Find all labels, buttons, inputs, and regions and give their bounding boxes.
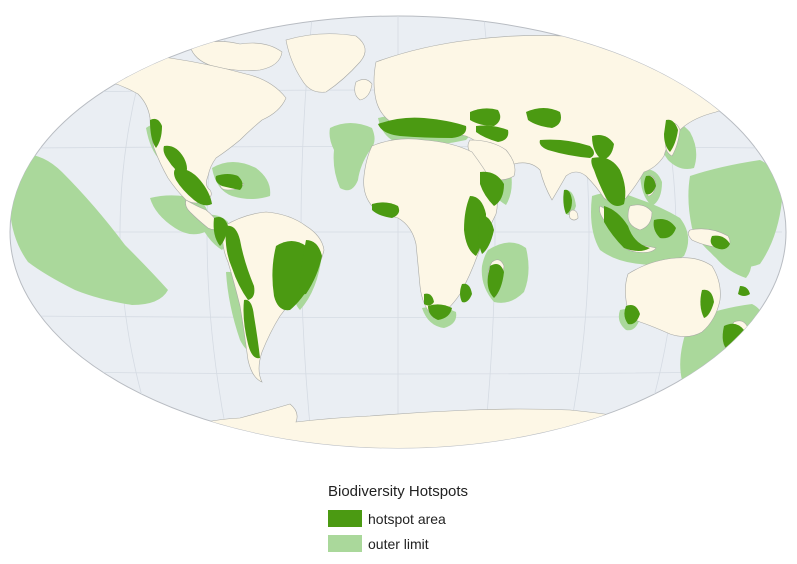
land-sri-lanka	[569, 209, 579, 221]
hotspot-japan	[664, 119, 678, 152]
hotspot-california	[150, 118, 162, 148]
legend-title: Biodiversity Hotspots	[328, 483, 469, 500]
land-north-america	[95, 55, 287, 204]
hotspot-east-melanesian-islands	[710, 235, 730, 250]
hotspot-maputaland	[460, 283, 472, 303]
hotspot-new-caledonia	[738, 286, 750, 296]
outer-limit-macaronesia	[329, 123, 375, 191]
legend: Biodiversity Hotspots hotspot area outer…	[328, 483, 468, 556]
hotspot-guinean-forests	[372, 202, 400, 218]
hotspot-philippines	[644, 175, 656, 195]
hotspot-mountains-sw-china	[592, 135, 614, 160]
legend-item-outer-limit: outer limit	[328, 531, 468, 556]
hotspot-madagascar	[487, 264, 504, 298]
hotspot-caucasus	[470, 108, 501, 126]
land-borneo	[627, 204, 653, 231]
hotspot-indo-burma	[591, 157, 626, 206]
hotspot-succulent-karoo	[424, 293, 434, 306]
hotspot-mediterranean	[378, 117, 467, 138]
hotspot-tumbes-choco	[213, 217, 228, 246]
legend-label-outer-limit: outer limit	[368, 535, 429, 552]
hotspot-mesoamerica	[174, 168, 212, 206]
land-british-isles	[354, 79, 373, 101]
hotspot-tropical-andes	[225, 225, 255, 300]
land-greenland	[285, 33, 366, 93]
hotspot-irano-anatolian	[476, 125, 509, 142]
hotspot-forests-east-australia	[700, 289, 714, 318]
hotspot-chilean-winter-rainfall	[243, 299, 260, 359]
hotspot-wallacea	[653, 219, 676, 239]
legend-swatch-outer-limit	[328, 535, 362, 552]
legend-swatch-hotspot-area	[328, 510, 362, 527]
hotspot-new-zealand	[722, 323, 744, 350]
hotspot-horn-of-africa	[480, 171, 504, 206]
legend-label-hotspot-area: hotspot area	[368, 510, 446, 527]
hotspot-caribbean	[215, 174, 243, 190]
outer-limit-polynesia	[10, 154, 168, 305]
hotspot-western-ghats	[563, 189, 572, 214]
hotspot-coastal-forests-east-africa	[478, 215, 494, 254]
hotspot-himalaya	[539, 139, 594, 158]
hotspot-mountains-central-asia	[526, 108, 561, 128]
hotspot-sundaland	[604, 206, 650, 251]
hotspot-sw-australia	[624, 305, 640, 325]
hotspot-regions	[150, 108, 750, 359]
hotspot-cape-floristic	[428, 304, 452, 320]
hotspot-atlantic-forest	[299, 240, 322, 295]
legend-item-hotspot-area: hotspot area	[328, 506, 468, 531]
